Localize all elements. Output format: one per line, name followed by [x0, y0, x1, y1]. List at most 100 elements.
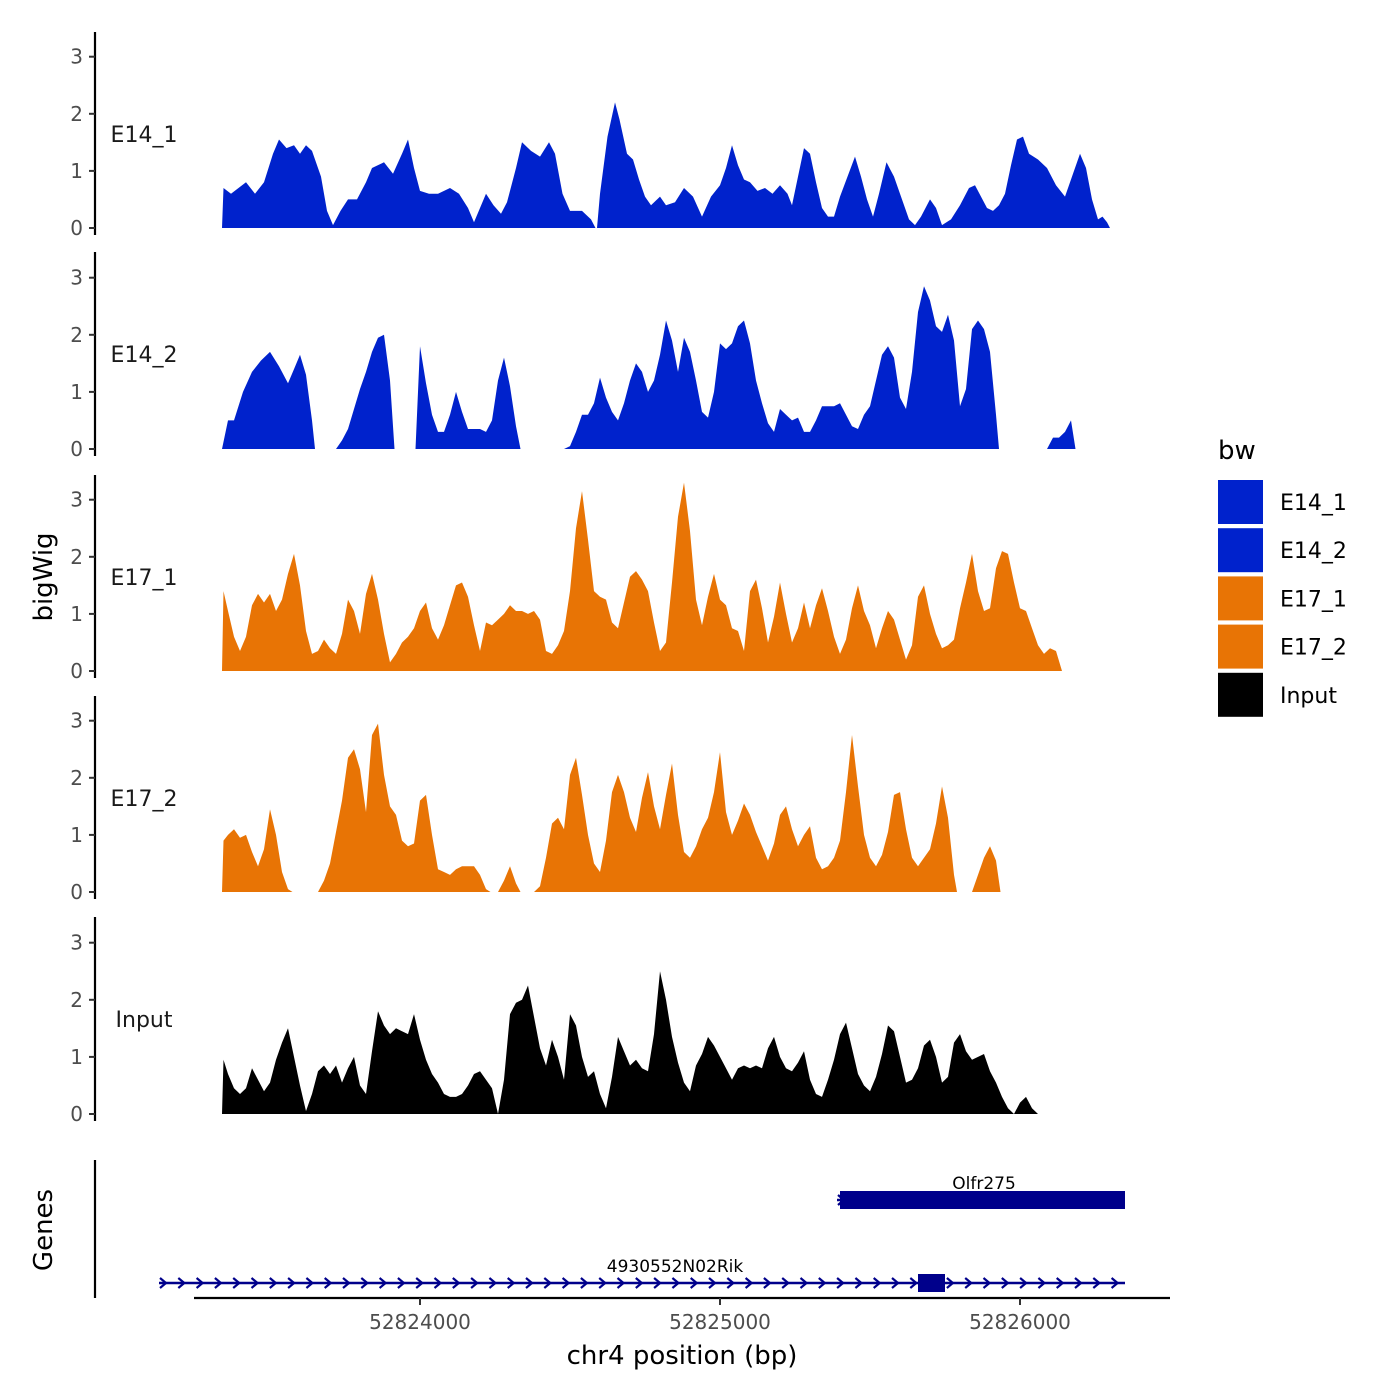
- strand-arrow: [360, 1277, 370, 1289]
- gene-exon: [840, 1191, 1125, 1209]
- gene-4930552N02Rik: 4930552N02Rik: [159, 1257, 1125, 1292]
- gene-Olfr275: Olfr275: [837, 1174, 1125, 1209]
- gene-label: 4930552N02Rik: [607, 1257, 744, 1277]
- strand-arrow: [470, 1277, 479, 1289]
- x-tick-label: 52825000: [669, 1310, 771, 1334]
- strand-arrow: [433, 1277, 443, 1289]
- strand-arrow: [708, 1277, 717, 1289]
- coverage-area-E14_1: [222, 102, 1110, 228]
- y-axis-title: bigWig: [29, 532, 59, 621]
- y-tick-label: 0: [70, 437, 83, 461]
- track-label: Input: [116, 1008, 173, 1033]
- strand-arrow: [506, 1277, 516, 1289]
- strand-arrow: [195, 1277, 205, 1289]
- y-tick-label: 2: [70, 988, 83, 1012]
- strand-arrow: [543, 1277, 553, 1289]
- legend-label-E14_2: E14_2: [1280, 539, 1347, 564]
- y-tick-label: 1: [70, 823, 83, 847]
- strand-arrow: [598, 1277, 607, 1289]
- strand-arrow: [177, 1277, 187, 1289]
- strand-arrow: [744, 1277, 754, 1289]
- strand-arrow: [818, 1277, 827, 1289]
- y-tick-label: 2: [70, 545, 83, 569]
- track-Input: 0 1 2 3 Input: [70, 917, 1038, 1126]
- legend-label-E14_1: E14_1: [1280, 491, 1347, 516]
- strand-arrow: [232, 1277, 241, 1289]
- y-tick-label: 3: [70, 931, 83, 955]
- strand-arrow: [159, 1277, 168, 1289]
- track-E17_2: 0 1 2 3 E17_2: [70, 696, 1001, 904]
- coverage-area-E14_2: [222, 286, 1076, 449]
- y-tick-label: 2: [70, 323, 83, 347]
- genes-track: Olfr275 4930552N02Rik: [93, 1160, 1125, 1298]
- strand-arrow: [982, 1277, 992, 1289]
- y-tick-label: 3: [70, 266, 83, 290]
- track-label: E14_1: [111, 123, 178, 148]
- strand-arrow: [763, 1277, 772, 1289]
- strand-arrow: [1019, 1277, 1028, 1289]
- strand-arrow: [799, 1277, 809, 1289]
- legend: E14_1 E14_2 E17_1 E17_2 Input: [1218, 480, 1347, 717]
- strand-arrow: [525, 1277, 534, 1289]
- y-tick-label: 1: [70, 380, 83, 404]
- strand-arrow: [1074, 1277, 1083, 1289]
- y-tick-label: 0: [70, 1102, 83, 1126]
- y-tick-label: 0: [70, 880, 83, 904]
- legend-swatch-Input: [1218, 672, 1263, 717]
- y-tick-label: 0: [70, 659, 83, 683]
- gene-label: Olfr275: [952, 1174, 1016, 1194]
- strand-arrow: [1092, 1277, 1102, 1289]
- strand-arrow: [964, 1277, 973, 1289]
- strand-arrow: [836, 1277, 845, 1289]
- strand-arrow: [872, 1277, 882, 1289]
- strand-arrow: [305, 1277, 315, 1289]
- y-tick-label: 3: [70, 709, 83, 733]
- legend-swatch-E14_2: [1218, 528, 1263, 573]
- y-tick-label: 0: [70, 216, 83, 240]
- strand-arrow: [653, 1277, 662, 1289]
- strand-arrow: [616, 1277, 626, 1289]
- genes-axis-title: Genes: [29, 1189, 59, 1271]
- legend-swatch-E17_1: [1218, 576, 1263, 621]
- strand-arrow: [946, 1277, 955, 1289]
- legend-label-E17_2: E17_2: [1280, 636, 1347, 661]
- strand-arrow: [891, 1277, 900, 1289]
- strand-arrow: [909, 1277, 919, 1289]
- strand-arrow: [781, 1277, 790, 1289]
- strand-arrow: [671, 1277, 681, 1289]
- coverage-area-E17_2: [222, 723, 1001, 892]
- track-label: E17_1: [111, 566, 178, 591]
- legend-label-E17_1: E17_1: [1280, 587, 1347, 612]
- y-tick-label: 3: [70, 488, 83, 512]
- strand-arrow: [689, 1277, 699, 1289]
- gene-exon: [918, 1274, 945, 1292]
- legend-label-Input: Input: [1280, 684, 1337, 709]
- strand-arrow: [561, 1277, 571, 1289]
- strand-arrow: [726, 1277, 736, 1289]
- y-tick-label: 1: [70, 602, 83, 626]
- y-tick-label: 3: [70, 45, 83, 69]
- strand-arrow: [452, 1277, 461, 1289]
- y-tick-label: 1: [70, 1045, 83, 1069]
- strand-arrow: [269, 1277, 278, 1289]
- coverage-tracks: 0 1 2 3 E14_1 0 1 2 3 E14_2 0 1 2 3 E17_1 0 1 2 3 E17_2 0 1 2 3…: [70, 32, 1110, 1126]
- legend-title: bw: [1218, 436, 1256, 466]
- strand-arrow: [397, 1277, 406, 1289]
- strand-arrow: [323, 1277, 333, 1289]
- strand-arrow: [854, 1277, 864, 1289]
- strand-arrow: [1055, 1277, 1065, 1289]
- strand-arrow: [287, 1277, 296, 1289]
- x-tick-label: 52824000: [369, 1310, 471, 1334]
- strand-arrow: [250, 1277, 260, 1289]
- coverage-area-E17_1: [222, 482, 1062, 671]
- y-tick-label: 2: [70, 102, 83, 126]
- strand-arrow: [1001, 1277, 1010, 1289]
- strand-arrow: [488, 1277, 498, 1289]
- coverage-area-Input: [222, 971, 1038, 1114]
- strand-arrow: [1110, 1277, 1120, 1289]
- legend-swatch-E17_2: [1218, 624, 1263, 669]
- strand-arrow: [580, 1277, 589, 1289]
- track-label: E17_2: [111, 787, 178, 812]
- strand-arrow: [1037, 1277, 1047, 1289]
